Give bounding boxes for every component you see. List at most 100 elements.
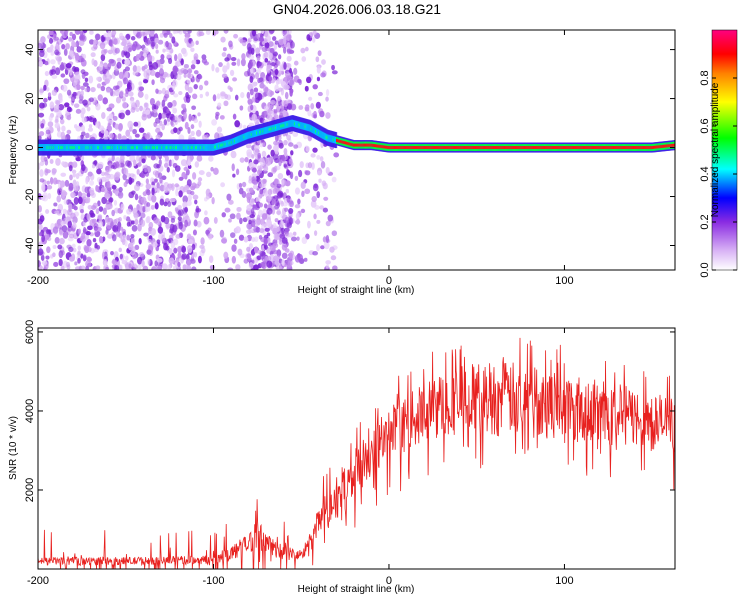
noise-speck xyxy=(228,40,233,48)
noise-speck xyxy=(212,94,217,102)
noise-speck xyxy=(249,187,254,193)
noise-speck xyxy=(195,205,200,213)
noise-speck xyxy=(274,84,279,92)
noise-speck xyxy=(95,265,101,270)
noise-speck xyxy=(93,222,99,231)
noise-speck xyxy=(219,115,225,120)
noise-speck xyxy=(267,188,273,196)
noise-speck xyxy=(131,224,138,232)
noise-speck xyxy=(156,265,162,270)
noise-speck xyxy=(253,87,259,93)
noise-speck xyxy=(145,109,151,115)
noise-speck xyxy=(176,127,181,135)
y-tick-label: -40 xyxy=(24,238,36,254)
noise-speck xyxy=(144,93,149,100)
noise-speck xyxy=(127,242,134,251)
noise-speck xyxy=(231,255,237,264)
noise-speck xyxy=(290,150,294,156)
noise-speck xyxy=(268,104,273,109)
noise-speck xyxy=(253,159,259,165)
noise-speck xyxy=(53,261,59,267)
noise-speck xyxy=(142,206,146,213)
noise-speck xyxy=(312,147,318,153)
noise-speck xyxy=(211,119,218,126)
noise-speck xyxy=(259,142,264,148)
noise-speck xyxy=(194,161,200,168)
noise-speck xyxy=(72,161,78,168)
noise-speck xyxy=(88,116,93,121)
noise-speck xyxy=(84,87,91,93)
noise-speck xyxy=(288,252,293,260)
noise-speck xyxy=(52,252,56,258)
y-tick-label: 6000 xyxy=(24,320,36,344)
noise-speck xyxy=(134,133,140,138)
noise-speck xyxy=(92,237,97,243)
noise-speck xyxy=(128,47,132,53)
noise-speck xyxy=(48,30,54,36)
noise-speck xyxy=(191,105,197,110)
noise-speck xyxy=(150,110,155,117)
noise-speck xyxy=(145,178,149,185)
noise-speck xyxy=(263,237,268,246)
noise-speck xyxy=(95,33,100,41)
noise-speck xyxy=(190,185,196,191)
noise-speck xyxy=(208,155,214,162)
noise-speck xyxy=(55,99,61,106)
noise-speck xyxy=(80,208,84,214)
noise-speck xyxy=(57,112,62,118)
noise-speck xyxy=(279,220,285,229)
noise-speck xyxy=(90,87,96,93)
noise-speck xyxy=(163,162,169,168)
noise-speck xyxy=(177,204,182,210)
noise-speck xyxy=(205,193,211,200)
noise-speck xyxy=(193,251,198,258)
noise-speck xyxy=(201,58,208,64)
noise-speck xyxy=(59,186,63,192)
noise-speck xyxy=(111,184,117,190)
noise-speck xyxy=(72,91,77,97)
noise-speck xyxy=(73,206,78,211)
noise-speck xyxy=(114,47,120,54)
noise-speck xyxy=(58,258,63,267)
noise-speck xyxy=(107,217,113,223)
noise-speck xyxy=(216,126,223,133)
noise-speck xyxy=(246,246,251,252)
noise-speck xyxy=(218,62,223,68)
noise-speck xyxy=(78,99,84,104)
noise-speck xyxy=(77,192,83,197)
noise-speck xyxy=(286,34,292,41)
noise-speck xyxy=(68,233,75,239)
noise-speck xyxy=(269,47,275,54)
noise-speck xyxy=(193,219,198,227)
noise-speck xyxy=(187,194,192,202)
snr-ylabel: SNR (10 * v/v) xyxy=(8,416,19,480)
noise-speck xyxy=(38,60,44,67)
noise-speck xyxy=(147,258,151,266)
noise-speck xyxy=(171,82,176,91)
noise-speck xyxy=(297,198,301,205)
noise-speck xyxy=(128,263,132,269)
noise-speck xyxy=(293,67,298,75)
noise-speck xyxy=(59,180,66,188)
noise-speck xyxy=(97,220,104,228)
noise-speck xyxy=(85,176,89,185)
noise-speck xyxy=(40,122,45,129)
noise-speck xyxy=(150,204,155,210)
noise-speck xyxy=(267,114,273,121)
noise-speck xyxy=(107,233,113,239)
noise-speck xyxy=(321,59,326,65)
x-tick-label: 100 xyxy=(555,575,573,587)
noise-speck xyxy=(80,69,86,75)
noise-speck xyxy=(96,83,102,89)
noise-speck xyxy=(168,247,173,255)
noise-speck xyxy=(301,56,307,62)
noise-speck xyxy=(68,246,74,253)
noise-speck xyxy=(190,130,195,137)
noise-speck xyxy=(251,96,256,103)
noise-speck xyxy=(136,155,140,162)
noise-speck xyxy=(108,173,115,180)
noise-speck xyxy=(190,47,195,53)
noise-speck xyxy=(239,38,244,44)
noise-speck xyxy=(81,232,86,240)
